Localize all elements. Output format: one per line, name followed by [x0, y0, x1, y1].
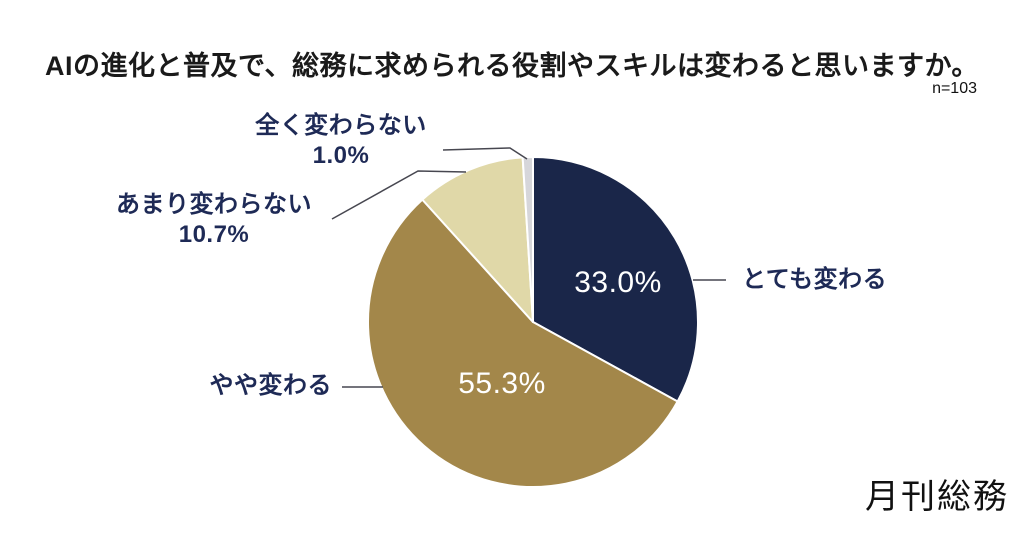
pie-slices-group: [366, 156, 699, 488]
pie-slice-0: [532, 156, 699, 403]
slice-percent-totemo: 33.0%: [574, 266, 662, 299]
leader-lines-group: [331, 147, 726, 388]
slice-label-mattaku: 全く変わらない 1.0%: [255, 111, 427, 171]
publisher-logo: 月刊総務: [865, 478, 1009, 516]
slice-percent-amari: 10.7%: [178, 221, 250, 248]
pie-slice-3: [521, 156, 534, 323]
slice-label-amari: あまり変わらない 10.7%: [116, 190, 312, 250]
slice-percent-mattaku: 1.0%: [312, 142, 370, 169]
slice-label-amari-text: あまり変わらない: [116, 191, 312, 218]
pie-slice-1: [366, 198, 679, 488]
slice-label-mattaku-text: 全く変わらない: [255, 112, 427, 139]
slice-label-totemo: とても変わる: [742, 265, 888, 293]
sample-size-label: n=103: [932, 80, 977, 97]
leader-line-mattaku: [442, 147, 528, 160]
slice-percent-yaya: 55.3%: [458, 367, 546, 400]
pie-slice-2: [421, 156, 534, 323]
leader-line-amari: [331, 170, 467, 220]
slice-label-yaya: やや変わる: [209, 371, 332, 399]
chart-title: AIの進化と普及で、総務に求められる役割やスキルは変わると思いますか。: [45, 51, 979, 81]
